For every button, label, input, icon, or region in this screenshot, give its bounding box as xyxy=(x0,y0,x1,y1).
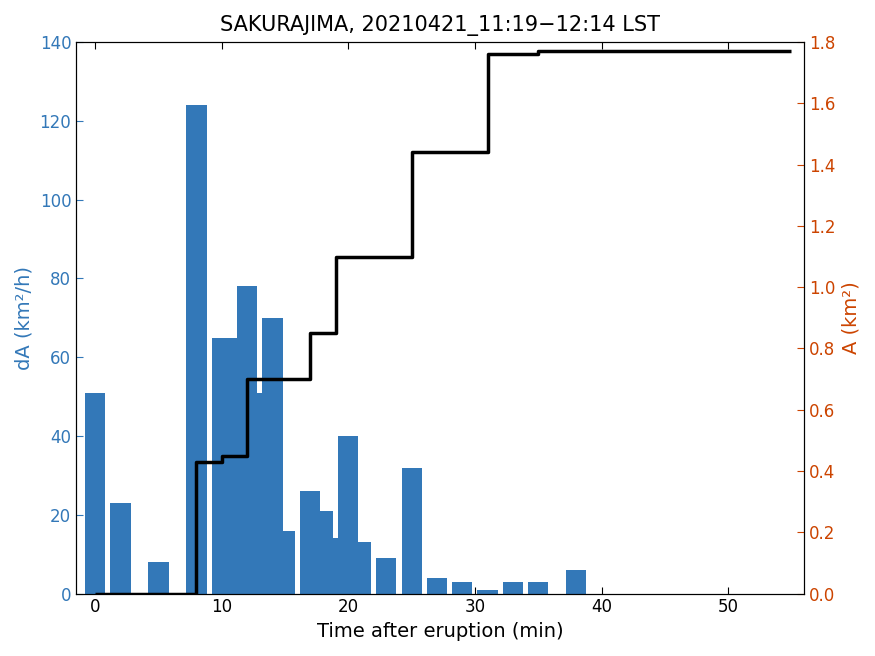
Bar xyxy=(186,105,206,594)
Bar xyxy=(275,531,295,594)
Bar xyxy=(351,543,371,594)
Bar xyxy=(300,491,320,594)
Bar xyxy=(326,539,346,594)
Bar xyxy=(452,582,472,594)
Bar xyxy=(110,503,130,594)
Bar xyxy=(249,393,270,594)
Bar xyxy=(376,558,396,594)
Bar xyxy=(237,286,257,594)
Bar xyxy=(402,468,422,594)
Bar xyxy=(262,318,283,594)
Bar xyxy=(313,511,333,594)
Y-axis label: dA (km²/h): dA (km²/h) xyxy=(15,266,34,370)
Bar xyxy=(224,338,244,594)
Bar xyxy=(85,393,105,594)
Bar xyxy=(503,582,523,594)
Bar xyxy=(478,590,498,594)
Bar xyxy=(566,570,586,594)
Bar xyxy=(528,582,549,594)
Title: SAKURAJIMA, 20210421_11:19−12:14 LST: SAKURAJIMA, 20210421_11:19−12:14 LST xyxy=(220,15,660,36)
Bar xyxy=(339,436,359,594)
Y-axis label: A (km²): A (km²) xyxy=(841,281,860,354)
X-axis label: Time after eruption (min): Time after eruption (min) xyxy=(317,622,564,641)
Bar xyxy=(149,562,169,594)
Bar xyxy=(212,338,232,594)
Bar xyxy=(427,578,447,594)
